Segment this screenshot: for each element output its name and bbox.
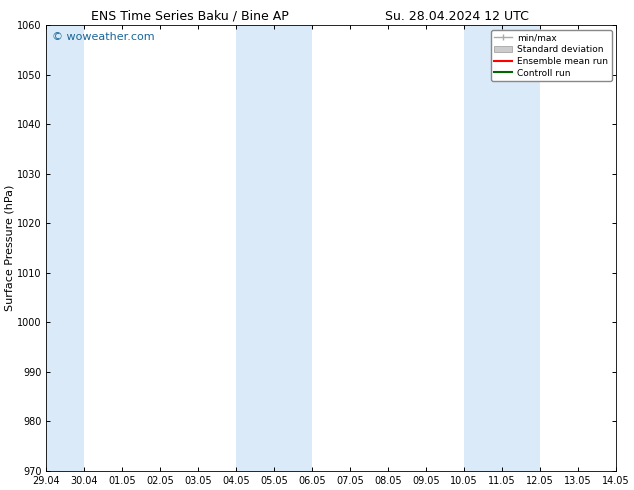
Y-axis label: Surface Pressure (hPa): Surface Pressure (hPa)	[4, 185, 14, 311]
Text: ENS Time Series Baku / Bine AP: ENS Time Series Baku / Bine AP	[91, 10, 289, 23]
Bar	[464, 25, 540, 471]
Bar	[46, 25, 84, 471]
Bar	[236, 25, 312, 471]
Legend: min/max, Standard deviation, Ensemble mean run, Controll run: min/max, Standard deviation, Ensemble me…	[491, 30, 612, 81]
Text: © woweather.com: © woweather.com	[52, 32, 155, 42]
Text: Su. 28.04.2024 12 UTC: Su. 28.04.2024 12 UTC	[385, 10, 528, 23]
